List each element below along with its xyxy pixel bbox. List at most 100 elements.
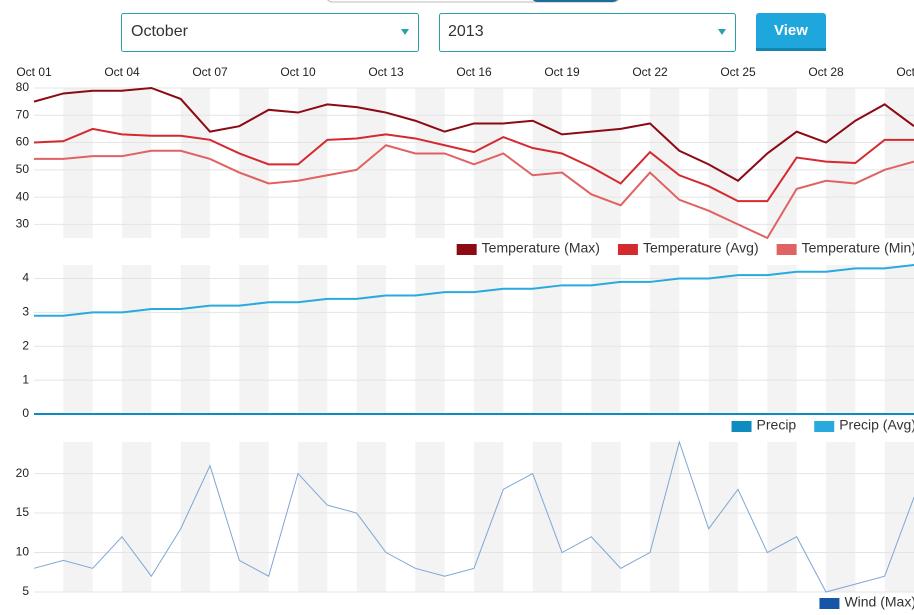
y-tick-label: 70: [16, 107, 30, 121]
x-tick-label: Oct 13: [368, 65, 404, 79]
stripe: [298, 265, 328, 414]
stripe: [708, 88, 738, 238]
x-tick-label: Oct 10: [280, 65, 316, 79]
x-tick-label: Oct 19: [544, 65, 580, 79]
year-select[interactable]: 2013: [439, 13, 736, 52]
select-arrow: [718, 29, 726, 35]
select-box[interactable]: [439, 13, 736, 52]
legend-item: Temperature (Min): [776, 240, 914, 256]
view-button[interactable]: View: [756, 13, 826, 51]
stripe: [415, 88, 445, 238]
legend-swatch: [731, 421, 752, 432]
stripe: [239, 442, 269, 592]
stripe: [122, 88, 152, 238]
y-tick-label: 3: [22, 305, 29, 319]
y-tick-label: 4: [22, 271, 29, 285]
stripe: [767, 265, 797, 414]
legend-label: Wind (Max): [844, 594, 914, 610]
y-tick-label: 0: [22, 406, 29, 420]
stripe: [532, 88, 562, 238]
stripe: [591, 442, 621, 592]
legend-item: Precip: [731, 417, 797, 433]
select-arrow: [401, 29, 409, 35]
tab-active[interactable]: [530, 0, 620, 2]
button-label[interactable]: View: [774, 22, 808, 39]
legend-item: Wind (Max): [819, 594, 914, 610]
legend-label: Temperature (Avg): [643, 240, 759, 256]
x-tick-label: Oct 01: [16, 65, 52, 79]
x-tick-label: Oct 22: [632, 65, 668, 79]
x-tick-label: Oct 31: [896, 65, 914, 79]
button-bg[interactable]: [756, 13, 826, 51]
legend-item: Temperature (Avg): [617, 240, 759, 256]
stripe: [650, 265, 680, 414]
stripe: [122, 442, 152, 592]
series-line: [34, 264, 914, 317]
stripe: [708, 442, 738, 592]
stripe: [650, 442, 680, 592]
button-shadow: [756, 48, 826, 51]
y-tick-label: 10: [16, 545, 30, 559]
stripe: [356, 88, 386, 238]
legend-swatch: [814, 421, 835, 432]
stripe: [532, 442, 562, 592]
y-tick-label: 30: [16, 217, 30, 231]
select-value: 2013: [448, 23, 484, 40]
stripe: [356, 265, 386, 414]
x-tick-label: Oct 16: [456, 65, 492, 79]
legend-swatch: [456, 244, 477, 255]
x-tick-label: Oct 28: [808, 65, 844, 79]
stripe: [826, 265, 856, 414]
stripe: [826, 442, 856, 592]
stripe: [180, 265, 210, 414]
select-value: October: [131, 23, 189, 40]
legend-swatch: [819, 598, 840, 609]
y-tick-label: 20: [16, 466, 30, 480]
legend-item: Precip (Avg): [814, 417, 914, 433]
stripe: [122, 265, 152, 414]
y-tick-label: 2: [22, 338, 29, 352]
stripe: [708, 265, 738, 414]
legend-label: Temperature (Max): [482, 240, 600, 256]
stripe: [474, 442, 504, 592]
stripe: [63, 442, 93, 592]
x-tick-label: Oct 25: [720, 65, 756, 79]
stripe: [884, 265, 914, 414]
stripe: [298, 88, 328, 238]
y-tick-label: 40: [16, 189, 30, 203]
y-tick-label: 15: [16, 505, 30, 519]
stripe: [180, 442, 210, 592]
stripe: [63, 88, 93, 238]
series-line: [34, 144, 914, 240]
stripe: [180, 88, 210, 238]
stripe: [532, 265, 562, 414]
stripe: [239, 265, 269, 414]
stripe: [767, 442, 797, 592]
y-tick-label: 80: [16, 80, 30, 94]
stripe: [884, 442, 914, 592]
stripe: [415, 442, 445, 592]
stripe: [591, 88, 621, 238]
legend-item: Temperature (Max): [456, 240, 600, 256]
stripe: [591, 265, 621, 414]
series-line: [33, 127, 914, 203]
stripe: [63, 265, 93, 414]
legend-label: Precip (Avg): [839, 417, 914, 433]
select-box[interactable]: [121, 13, 419, 52]
legend-swatch: [776, 244, 797, 255]
stripe: [298, 442, 328, 592]
legend-label: Precip: [757, 417, 797, 433]
y-tick-label: 50: [16, 162, 30, 176]
y-tick-label: 60: [16, 135, 30, 149]
legend-label: Temperature (Min): [802, 240, 914, 256]
legend-swatch: [617, 244, 638, 255]
stripe: [415, 265, 445, 414]
series-line: [33, 440, 914, 593]
stripe: [474, 265, 504, 414]
month-select[interactable]: October: [121, 13, 419, 52]
stripe: [356, 442, 386, 592]
x-tick-label: Oct 07: [192, 65, 228, 79]
y-tick-label: 5: [22, 584, 29, 598]
